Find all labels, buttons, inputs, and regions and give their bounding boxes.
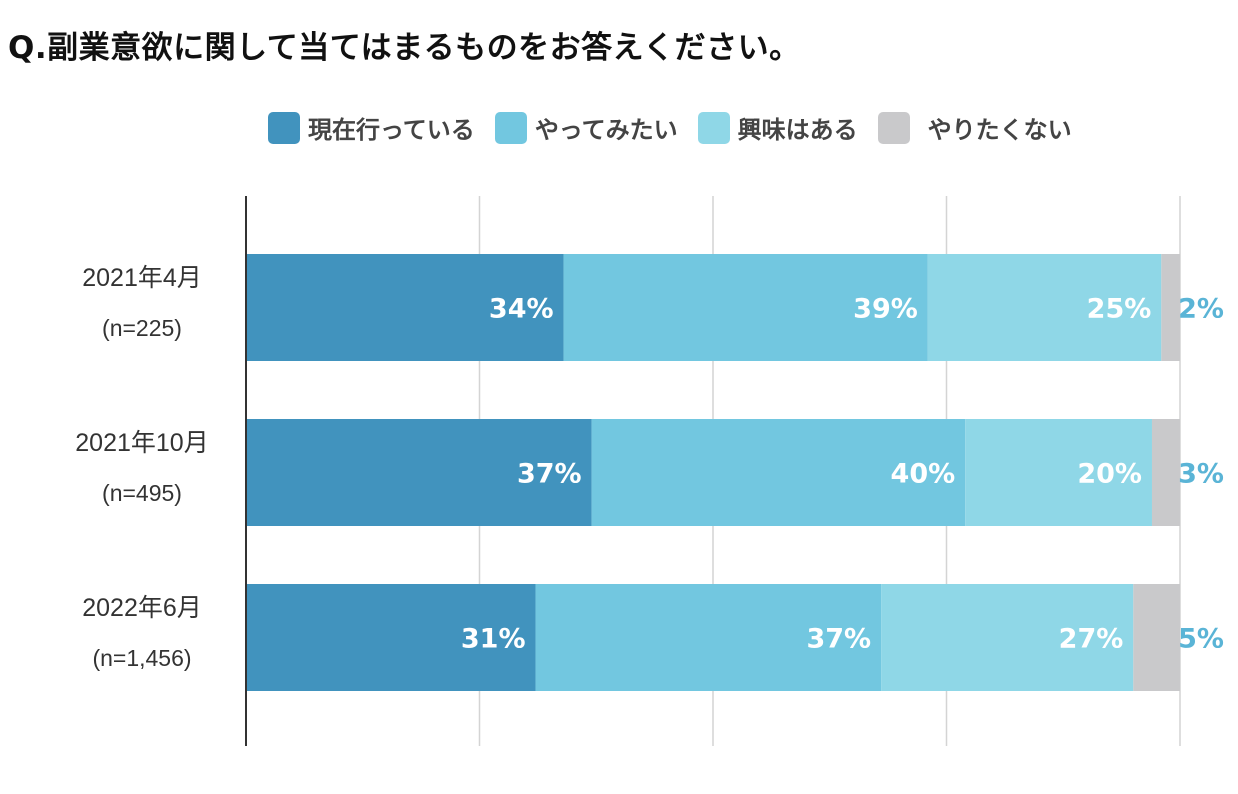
chart-title: Q.副業意欲に関して当てはまるものをお答えください。 <box>8 30 801 66</box>
category-label: 2021年4月 <box>82 264 202 292</box>
legend-swatch <box>494 111 527 144</box>
data-label: 20% <box>1077 459 1142 490</box>
bar-segment <box>246 254 564 361</box>
legend-label: 現在行っている <box>308 116 475 144</box>
legend-item: 興味はある <box>697 110 858 145</box>
category-sublabel: (n=1,456) <box>92 645 191 671</box>
bar-segment <box>927 254 1162 361</box>
category-label: 2022年6月 <box>82 594 202 622</box>
bar-segment <box>965 419 1152 526</box>
data-label: 3% <box>1178 459 1224 490</box>
category-sublabel: (n=225) <box>102 315 182 341</box>
bar-segment <box>563 254 928 361</box>
legend-label: やりたくない <box>927 116 1072 144</box>
category-sublabel: (n=495) <box>102 480 182 506</box>
bar-segment <box>1133 584 1180 691</box>
data-label: 39% <box>853 294 918 325</box>
bar-segment <box>1161 254 1180 361</box>
data-label: 27% <box>1059 624 1124 655</box>
legend: 現在行っている やってみたい 興味はある やりたくない <box>268 110 1092 145</box>
legend-label: 興味はある <box>737 116 858 144</box>
data-label: 31% <box>461 624 526 655</box>
bar-segment <box>246 584 536 691</box>
legend-swatch <box>877 111 910 144</box>
data-label: 40% <box>891 459 956 490</box>
bar-segment <box>246 419 592 526</box>
bar-segment <box>1151 419 1180 526</box>
data-label: 37% <box>517 459 582 490</box>
bar-segment <box>591 419 966 526</box>
category-label: 2021年10月 <box>75 429 208 457</box>
bar-segment <box>881 584 1134 691</box>
legend-swatch <box>697 111 730 144</box>
data-label: 5% <box>1178 624 1224 655</box>
legend-item: やりたくない <box>877 110 1072 145</box>
data-label: 34% <box>489 294 554 325</box>
data-label: 37% <box>806 624 871 655</box>
legend-swatch <box>268 111 300 144</box>
legend-item: 現在行っている <box>268 110 475 145</box>
legend-item: やってみたい <box>494 110 678 145</box>
bar-segment <box>535 584 882 691</box>
data-label: 2% <box>1178 294 1224 325</box>
data-label: 25% <box>1087 294 1152 325</box>
legend-label: やってみたい <box>534 116 678 144</box>
